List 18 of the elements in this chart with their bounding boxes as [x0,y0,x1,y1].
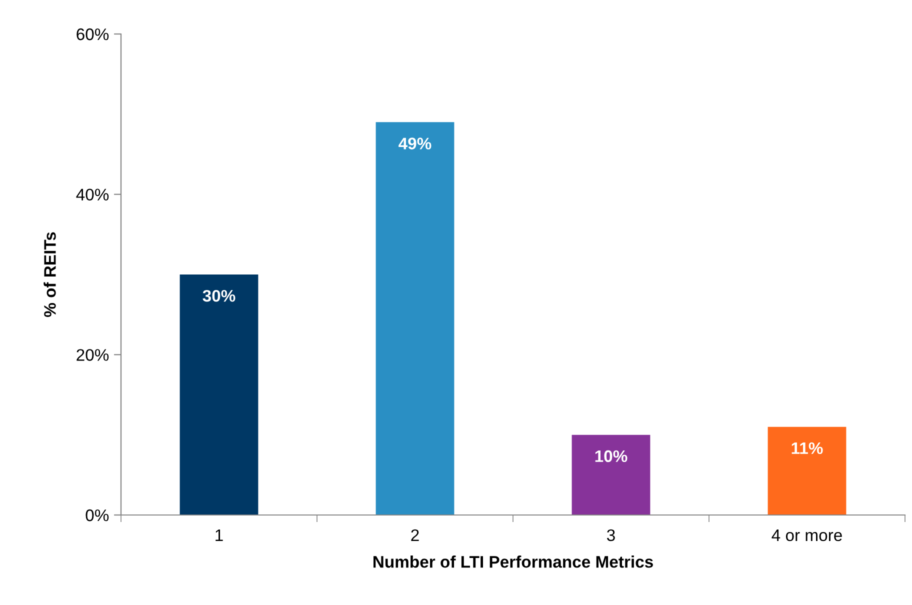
bar [768,426,846,515]
x-tick-label: 2 [411,529,419,541]
x-axis-title: Number of LTI Performance Metrics [374,556,653,568]
x-tick-label: 3 [607,529,615,542]
y-tick-label: 60% [76,28,109,40]
data-label: 11% [792,442,823,454]
data-label: 10% [595,450,628,462]
bar [376,122,454,515]
data-label: 30% [202,290,236,302]
bar [572,434,650,515]
x-tick-label: 1 [216,530,223,541]
x-tick-label: 4 or more [772,530,842,542]
data-label: 49% [398,138,432,150]
y-tick-label: 0% [86,509,109,522]
y-tick-label: 40% [76,188,109,201]
y-tick-label: 20% [76,349,109,361]
bar [180,274,258,515]
y-axis-title: % of REITs [44,232,56,317]
